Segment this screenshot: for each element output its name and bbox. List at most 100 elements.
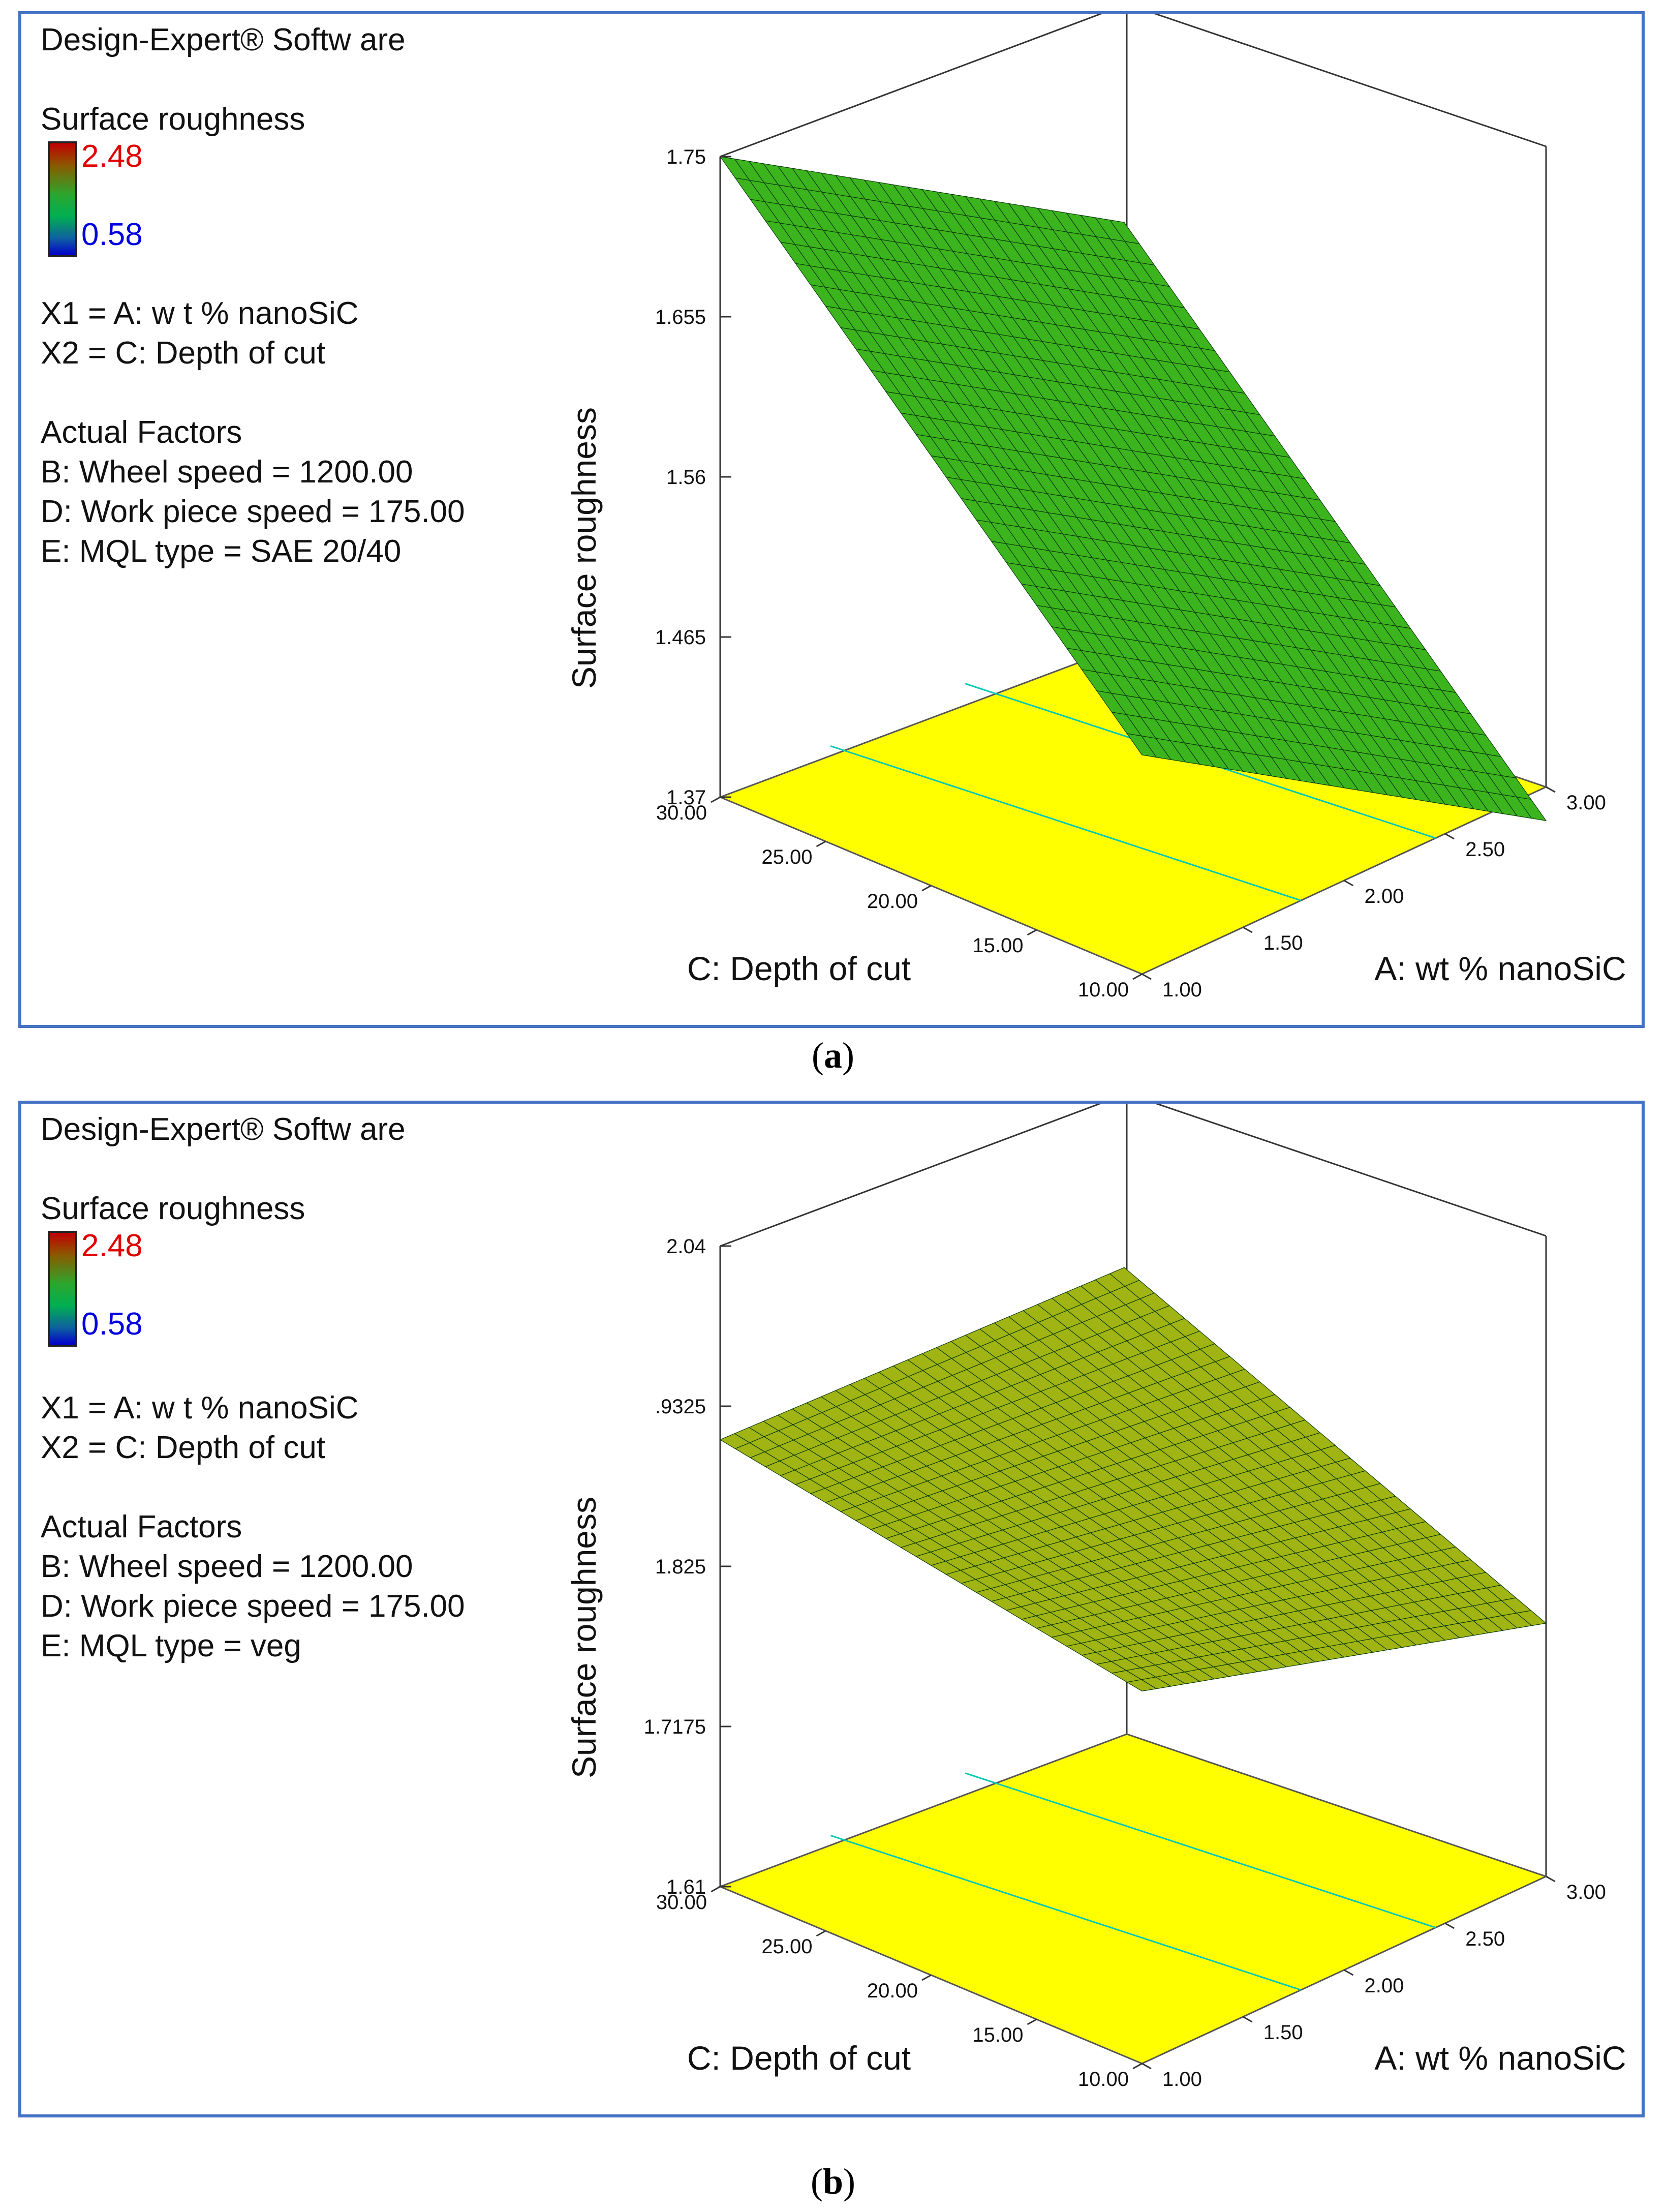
a-tick-mark xyxy=(1243,926,1253,933)
z-tick-label: 1.825 xyxy=(655,1556,706,1578)
a-tick-mark xyxy=(1444,1922,1455,1929)
surface-plot-a: 1.37 1.465 1.56 1.655 1.75 10.00 15.00 20.00 25.… xyxy=(565,14,1626,1001)
surface-cell xyxy=(1109,1267,1140,1287)
z-tick-label: 1.465 xyxy=(655,626,706,649)
response-surface xyxy=(719,156,1547,822)
c-tick-label: 20.00 xyxy=(867,1980,918,2002)
response-label: Surface roughness xyxy=(41,1191,305,1226)
x2-label: X2 = C: Depth of cut xyxy=(41,1430,326,1465)
software-label: Design-Expert® Softw are xyxy=(41,1112,406,1147)
legend-low-value: 0.58 xyxy=(81,217,143,252)
a-tick-label: 2.00 xyxy=(1365,885,1404,907)
c-tick-mark xyxy=(711,796,721,803)
a-tick-mark xyxy=(1343,880,1354,887)
c-tick-mark xyxy=(711,1886,721,1893)
a-tick-label: 3.00 xyxy=(1566,1881,1606,1903)
c-tick-mark xyxy=(1027,929,1037,936)
surface-plot-panel-a: Design-Expert® Softw are Surface roughne… xyxy=(18,11,1645,1028)
legend-low-value: 0.58 xyxy=(81,1307,143,1342)
c-tick-label: 15.00 xyxy=(972,2024,1023,2046)
a-axis-title: A: wt % nanoSiC xyxy=(1374,950,1626,987)
c-tick-label: 30.00 xyxy=(656,1891,707,1914)
z-tick-label: 2.04 xyxy=(666,1235,706,1258)
contour-floor xyxy=(718,1733,1549,2065)
response-label: Surface roughness xyxy=(41,102,305,137)
factor-d: D: Work piece speed = 175.00 xyxy=(41,1589,465,1624)
c-tick-mark xyxy=(921,1974,932,1981)
surface-cell xyxy=(1109,219,1140,245)
c-tick-label: 25.00 xyxy=(761,1935,812,1958)
z-tick-label: 1.37 xyxy=(666,786,706,809)
actual-factors-title: Actual Factors xyxy=(41,415,242,450)
legend-high-value: 2.48 xyxy=(81,139,143,174)
a-tick-label: 3.00 xyxy=(1566,792,1606,814)
c-tick-label: 25.00 xyxy=(761,846,812,868)
a-tick-label: 2.00 xyxy=(1365,1975,1404,1997)
a-tick-label: 2.50 xyxy=(1465,838,1505,861)
c-tick-label: 10.00 xyxy=(1078,979,1129,1001)
a-tick-mark xyxy=(1444,833,1455,840)
box-edge-top-left xyxy=(720,1104,1102,1247)
software-label: Design-Expert® Softw are xyxy=(41,22,406,57)
z-tick-label: .9325 xyxy=(655,1396,706,1418)
a-tick-label: 2.50 xyxy=(1465,1928,1505,1950)
caption-letter-b: b xyxy=(822,2161,844,2202)
c-tick-label: 10.00 xyxy=(1078,2068,1129,2090)
info-block-b: Design-Expert® Softw are Surface roughne… xyxy=(41,1110,406,1229)
caption-letter-a: a xyxy=(824,1035,842,1076)
z-tick-label: 1.61 xyxy=(666,1876,706,1898)
z-tick-label: 1.7175 xyxy=(644,1716,706,1738)
caption-b: (b) xyxy=(810,2161,855,2202)
contour-line xyxy=(830,745,1302,901)
a-axis-title: A: wt % nanoSiC xyxy=(1374,2039,1626,2077)
contour-line xyxy=(965,1772,1436,1929)
box-edge-top-right xyxy=(1154,1104,1547,1237)
factor-e: E: MQL type = SAE 20/40 xyxy=(41,534,402,569)
box-edge-top-right xyxy=(1154,14,1547,147)
a-tick-mark xyxy=(1243,2016,1253,2023)
c-tick-label: 30.00 xyxy=(656,802,707,824)
z-tick-label: 1.56 xyxy=(666,466,706,489)
contour-line xyxy=(830,1834,1302,1991)
c-axis-title: C: Depth of cut xyxy=(687,950,911,987)
c-tick-mark xyxy=(921,885,932,892)
legend-high-value: 2.48 xyxy=(81,1228,143,1263)
caption-a: (a) xyxy=(812,1035,854,1076)
a-tick-label: 1.00 xyxy=(1162,2068,1202,2090)
z-axis-title: Surface roughness xyxy=(565,407,603,689)
a-tick-label: 1.50 xyxy=(1263,2021,1303,2044)
z-axis-title: Surface roughness xyxy=(565,1497,603,1778)
a-tick-mark xyxy=(1546,1875,1556,1883)
factor-block-b: X1 = A: w t % nanoSiC X2 = C: Depth of c… xyxy=(41,1388,465,1666)
a-tick-label: 1.00 xyxy=(1162,979,1202,1001)
x1-label: X1 = A: w t % nanoSiC xyxy=(41,1390,359,1426)
a-tick-mark xyxy=(1546,786,1556,793)
factor-b: B: Wheel speed = 1200.00 xyxy=(41,1549,413,1584)
info-block-a: Design-Expert® Softw are Surface roughne… xyxy=(41,20,406,139)
a-tick-label: 1.50 xyxy=(1263,932,1303,954)
z-tick-label: 1.655 xyxy=(655,306,706,328)
box-edge-top-left xyxy=(720,14,1102,158)
response-surface xyxy=(719,1267,1547,1692)
factor-e: E: MQL type = veg xyxy=(41,1628,301,1663)
c-tick-mark xyxy=(816,840,826,847)
color-scale-legend xyxy=(48,1231,77,1347)
c-tick-mark xyxy=(816,1930,826,1937)
c-tick-mark xyxy=(1132,2063,1143,2070)
surface-plot-b: 1.61 1.7175 1.825 .9325 2.04 10.00 15.00 20.00 2… xyxy=(565,1104,1626,2090)
z-tick-label: 1.75 xyxy=(666,146,706,168)
c-tick-mark xyxy=(1027,2018,1037,2025)
c-tick-mark xyxy=(1132,973,1143,980)
c-tick-label: 20.00 xyxy=(867,890,918,913)
x2-label: X2 = C: Depth of cut xyxy=(41,336,326,371)
actual-factors-title: Actual Factors xyxy=(41,1509,242,1544)
a-tick-mark xyxy=(1343,1969,1354,1976)
surface-plot-panel-b: Design-Expert® Softw are Surface roughne… xyxy=(18,1101,1645,2117)
color-scale-legend xyxy=(48,141,77,257)
a-tick-mark xyxy=(1141,2063,1152,2070)
factor-b: B: Wheel speed = 1200.00 xyxy=(41,454,413,490)
a-tick-mark xyxy=(1141,973,1152,980)
factor-block-a: X1 = A: w t % nanoSiC X2 = C: Depth of c… xyxy=(41,294,465,571)
c-axis-title: C: Depth of cut xyxy=(687,2039,911,2077)
c-tick-label: 15.00 xyxy=(972,934,1023,957)
